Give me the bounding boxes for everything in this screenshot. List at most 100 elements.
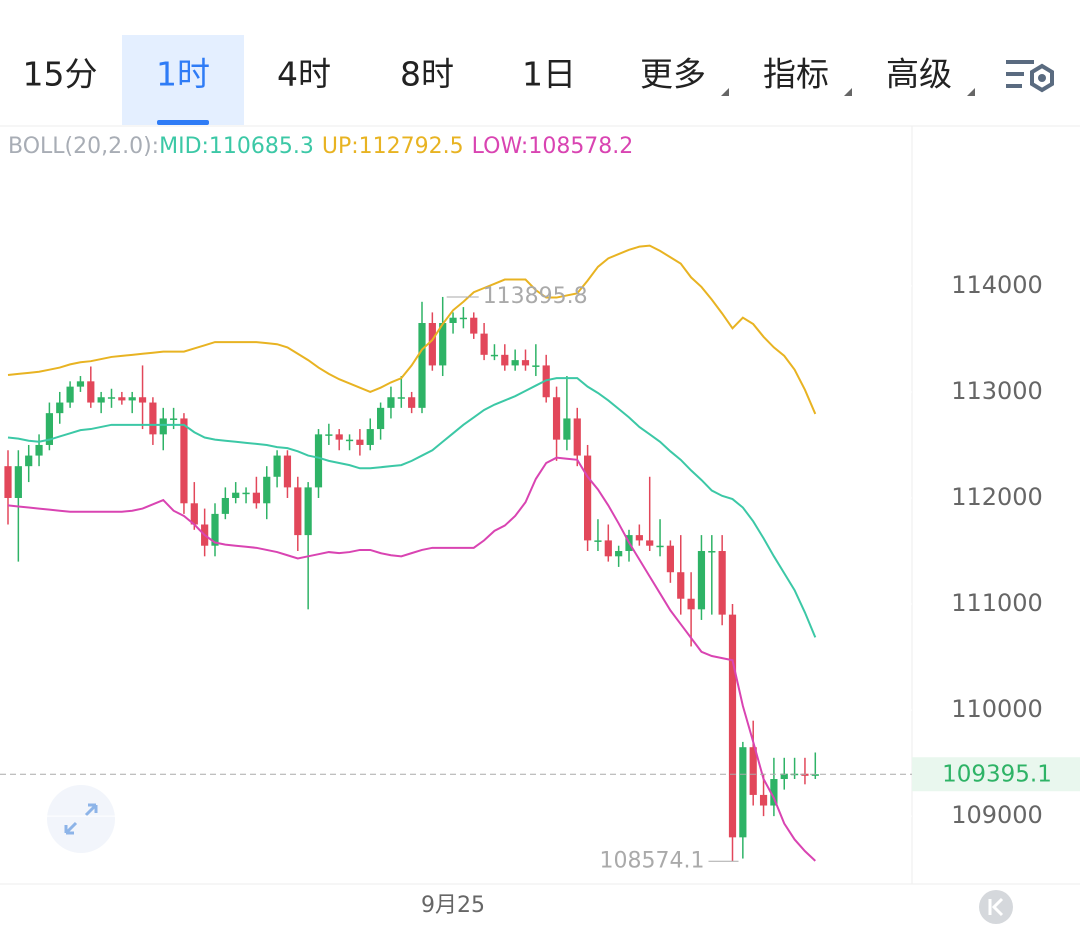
candle-body bbox=[263, 476, 271, 504]
tab[interactable]: 8时 bbox=[400, 55, 454, 94]
y-tick-label: 111000 bbox=[951, 589, 1043, 617]
candle-body bbox=[56, 402, 64, 414]
candle-body bbox=[501, 354, 509, 366]
candle-body bbox=[366, 429, 374, 445]
candle-body bbox=[4, 466, 12, 498]
indicator-mid: MID:110685.3 bbox=[159, 134, 314, 159]
candle-body bbox=[180, 418, 188, 504]
candle-body bbox=[759, 794, 768, 806]
settings-icon[interactable] bbox=[1006, 60, 1054, 93]
candle-body bbox=[211, 513, 219, 546]
candle-body bbox=[708, 551, 716, 553]
candle-body bbox=[697, 551, 706, 610]
candle-body bbox=[221, 497, 229, 514]
candle-body bbox=[439, 323, 447, 366]
tab[interactable]: 1日 bbox=[522, 55, 576, 94]
boll-line bbox=[7, 244, 817, 415]
candle-body bbox=[656, 545, 664, 548]
candle-body bbox=[335, 434, 343, 440]
scroll-end-button[interactable] bbox=[979, 890, 1013, 924]
candle-body bbox=[304, 487, 312, 536]
candle-body bbox=[118, 397, 126, 401]
candle-body bbox=[573, 418, 581, 456]
candle-body bbox=[252, 492, 260, 504]
candle-body bbox=[190, 503, 198, 525]
tab[interactable]: 15分 bbox=[23, 55, 98, 94]
y-tick-label: 114000 bbox=[951, 271, 1043, 299]
candle-body bbox=[138, 397, 147, 403]
tab[interactable]: 4时 bbox=[277, 55, 331, 94]
candle-body bbox=[801, 773, 809, 776]
candle-body bbox=[584, 455, 592, 541]
last-price-label: 109395.1 bbox=[942, 762, 1052, 788]
candle-body bbox=[604, 540, 612, 557]
min-label: 108574.1 bbox=[600, 848, 705, 873]
candle-body bbox=[418, 323, 426, 408]
indicator-legend: BOLL(20,2.0):MID:110685.3 UP:112792.5 LOW:… bbox=[8, 134, 633, 159]
candle-body bbox=[66, 386, 74, 403]
candle-body bbox=[325, 434, 333, 436]
max-label: 113895.8 bbox=[483, 284, 588, 309]
indicator-label: BOLL(20,2.0): bbox=[8, 134, 159, 159]
candle-body bbox=[521, 360, 530, 366]
active-tab-indicator bbox=[157, 120, 209, 125]
candle-body bbox=[14, 466, 22, 498]
boll-line bbox=[7, 377, 817, 638]
y-tick-label: 112000 bbox=[951, 483, 1043, 511]
tab[interactable]: 更多 bbox=[640, 55, 706, 94]
candle-body bbox=[666, 545, 674, 573]
tab[interactable]: 高级 bbox=[886, 55, 952, 94]
dropdown-caret bbox=[844, 88, 852, 96]
candle-body bbox=[397, 397, 405, 399]
candle-body bbox=[377, 407, 385, 430]
candle-body bbox=[594, 540, 602, 542]
candle-body bbox=[294, 487, 302, 536]
x-tick-label: 9月25 bbox=[421, 893, 485, 918]
candle-body bbox=[615, 551, 623, 557]
candle-body bbox=[232, 492, 240, 498]
boll-line bbox=[7, 456, 816, 862]
tab[interactable]: 指标 bbox=[763, 55, 829, 94]
candle-body bbox=[552, 397, 561, 440]
candle-body bbox=[87, 381, 95, 403]
candle-body bbox=[35, 444, 43, 456]
candle-body bbox=[159, 418, 167, 435]
candle-body bbox=[563, 418, 571, 440]
expand-button[interactable] bbox=[47, 785, 115, 853]
candle-body bbox=[635, 535, 643, 541]
candle-body bbox=[387, 397, 395, 408]
candle-body bbox=[149, 402, 157, 435]
dropdown-caret bbox=[967, 88, 975, 96]
candle-body bbox=[780, 773, 788, 780]
candle-body bbox=[459, 317, 467, 320]
candle-body bbox=[45, 413, 53, 445]
candle-body bbox=[428, 323, 436, 366]
candle-body bbox=[511, 360, 519, 366]
y-tick-label: 109000 bbox=[951, 801, 1043, 829]
candle-body bbox=[532, 365, 540, 367]
candle-body bbox=[811, 774, 819, 776]
tab[interactable]: 1时 bbox=[156, 55, 210, 94]
candle-body bbox=[749, 747, 757, 795]
candle-body bbox=[718, 551, 726, 615]
candle-body bbox=[646, 540, 654, 546]
candle-body bbox=[728, 614, 737, 838]
candle-body bbox=[490, 354, 499, 357]
candle-body bbox=[76, 381, 85, 387]
candle-body bbox=[273, 455, 281, 477]
candle-body bbox=[314, 434, 323, 488]
candle-body bbox=[470, 317, 478, 334]
candle-body bbox=[25, 455, 33, 467]
indicator-low: LOW:108578.2 bbox=[472, 134, 634, 159]
candle-body bbox=[97, 397, 105, 403]
candle-body bbox=[283, 455, 292, 488]
candle-body bbox=[128, 397, 136, 401]
candle-body bbox=[107, 397, 116, 399]
candle-body bbox=[677, 572, 685, 599]
active-tab-bg bbox=[122, 35, 244, 125]
candle-body bbox=[739, 747, 747, 838]
y-tick-label: 110000 bbox=[951, 695, 1043, 723]
candle-body bbox=[449, 317, 457, 324]
candle-body bbox=[170, 418, 178, 420]
